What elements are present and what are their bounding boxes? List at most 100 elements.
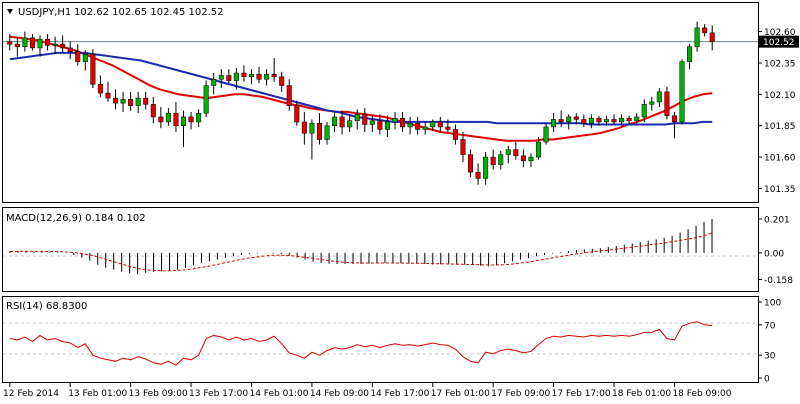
macd-axis-label: 0.201 [764, 215, 790, 225]
candle-body [294, 105, 300, 123]
rsi-panel-frame [2, 296, 759, 383]
candle [671, 111, 677, 139]
candle-body [475, 171, 481, 179]
candle-body [671, 115, 677, 123]
candle [52, 36, 58, 55]
price-axis-label: 102.60 [764, 28, 796, 38]
candle-body [14, 43, 20, 47]
candle [679, 59, 685, 125]
candle [143, 91, 149, 110]
macd-layer [9, 218, 713, 275]
candle [45, 34, 51, 51]
candle [384, 115, 390, 138]
candle-body [573, 116, 579, 120]
dropdown-triangle-icon[interactable] [7, 9, 13, 14]
candle-body [619, 117, 625, 123]
current-price-tag-label: 102.52 [763, 38, 795, 48]
candle-body [528, 156, 534, 162]
candle-body [415, 122, 421, 130]
candle [422, 121, 428, 135]
candle-body [362, 114, 368, 125]
candle [558, 110, 564, 127]
candle-body [490, 156, 496, 165]
candle [248, 69, 254, 85]
candle-body [264, 74, 270, 80]
candle [82, 50, 88, 71]
candle [445, 119, 451, 132]
candle-body [120, 99, 126, 104]
candle [14, 36, 20, 57]
macd-title: MACD(12,26,9) 0.184 0.102 [6, 213, 146, 224]
candle-body [611, 119, 617, 123]
candle-body [279, 76, 285, 86]
candle-body [90, 53, 96, 85]
candle [709, 25, 715, 51]
candle [656, 88, 662, 107]
rsi-title: RSI(14) 68.8300 [6, 301, 87, 312]
candle [256, 66, 262, 84]
candle [211, 73, 217, 95]
candle [233, 67, 239, 90]
candle [354, 109, 360, 130]
candle-body [664, 91, 670, 116]
candle [626, 115, 632, 125]
candle-body [143, 97, 149, 105]
candle [7, 34, 13, 51]
candle-body [445, 126, 451, 130]
candle-body [196, 112, 202, 123]
candle [702, 24, 708, 37]
candle [301, 111, 307, 145]
candle-body [113, 97, 119, 104]
candle-body [7, 41, 13, 45]
candle-body [452, 129, 458, 140]
candle-body [165, 112, 171, 123]
candle-body [226, 75, 232, 81]
candle [173, 101, 179, 132]
candle-body [135, 97, 141, 106]
candle-body [67, 47, 73, 52]
candle-body [430, 121, 436, 128]
candle-body [369, 120, 375, 125]
candle [543, 123, 549, 145]
candle [535, 137, 542, 160]
candle [196, 109, 202, 127]
candle [97, 75, 103, 97]
candle [120, 91, 126, 112]
candle [513, 142, 519, 160]
price-axis-label: 101.60 [764, 154, 796, 164]
candle-body [709, 32, 715, 42]
candle [264, 69, 270, 86]
candle [603, 115, 609, 126]
time-axis-label: 12 Feb 2014 [3, 389, 59, 399]
candle-body [566, 116, 572, 123]
candle [573, 113, 579, 125]
rsi-axis-label: 70 [764, 321, 776, 331]
candle [551, 113, 557, 132]
price-axis-label: 102.10 [764, 91, 796, 101]
rsi-axis-label: 30 [764, 352, 776, 362]
time-axis-label: 14 Feb 17:00 [370, 389, 429, 399]
candle-body [45, 38, 51, 46]
candle [566, 114, 572, 130]
time-axis-label: 17 Feb 01:00 [431, 389, 490, 399]
candle-body [271, 74, 277, 78]
candle-body [505, 149, 511, 155]
candle [694, 21, 700, 52]
candle [468, 149, 474, 178]
ohlc-label: 102.62 102.65 102.45 102.52 [74, 7, 224, 18]
moving-average-fast-line [9, 35, 713, 142]
rsi-line [9, 321, 713, 366]
candle-body [377, 120, 383, 130]
candle [218, 69, 224, 89]
candle-body [332, 116, 338, 126]
candle [634, 113, 640, 124]
candle-body [551, 119, 557, 128]
candle-body [588, 117, 594, 124]
candle-body [634, 116, 640, 121]
candle [158, 106, 164, 129]
time-axis-label: 13 Feb 01:00 [68, 389, 127, 399]
candle-body [241, 72, 247, 78]
candle [241, 65, 247, 82]
candle-body [460, 139, 466, 155]
